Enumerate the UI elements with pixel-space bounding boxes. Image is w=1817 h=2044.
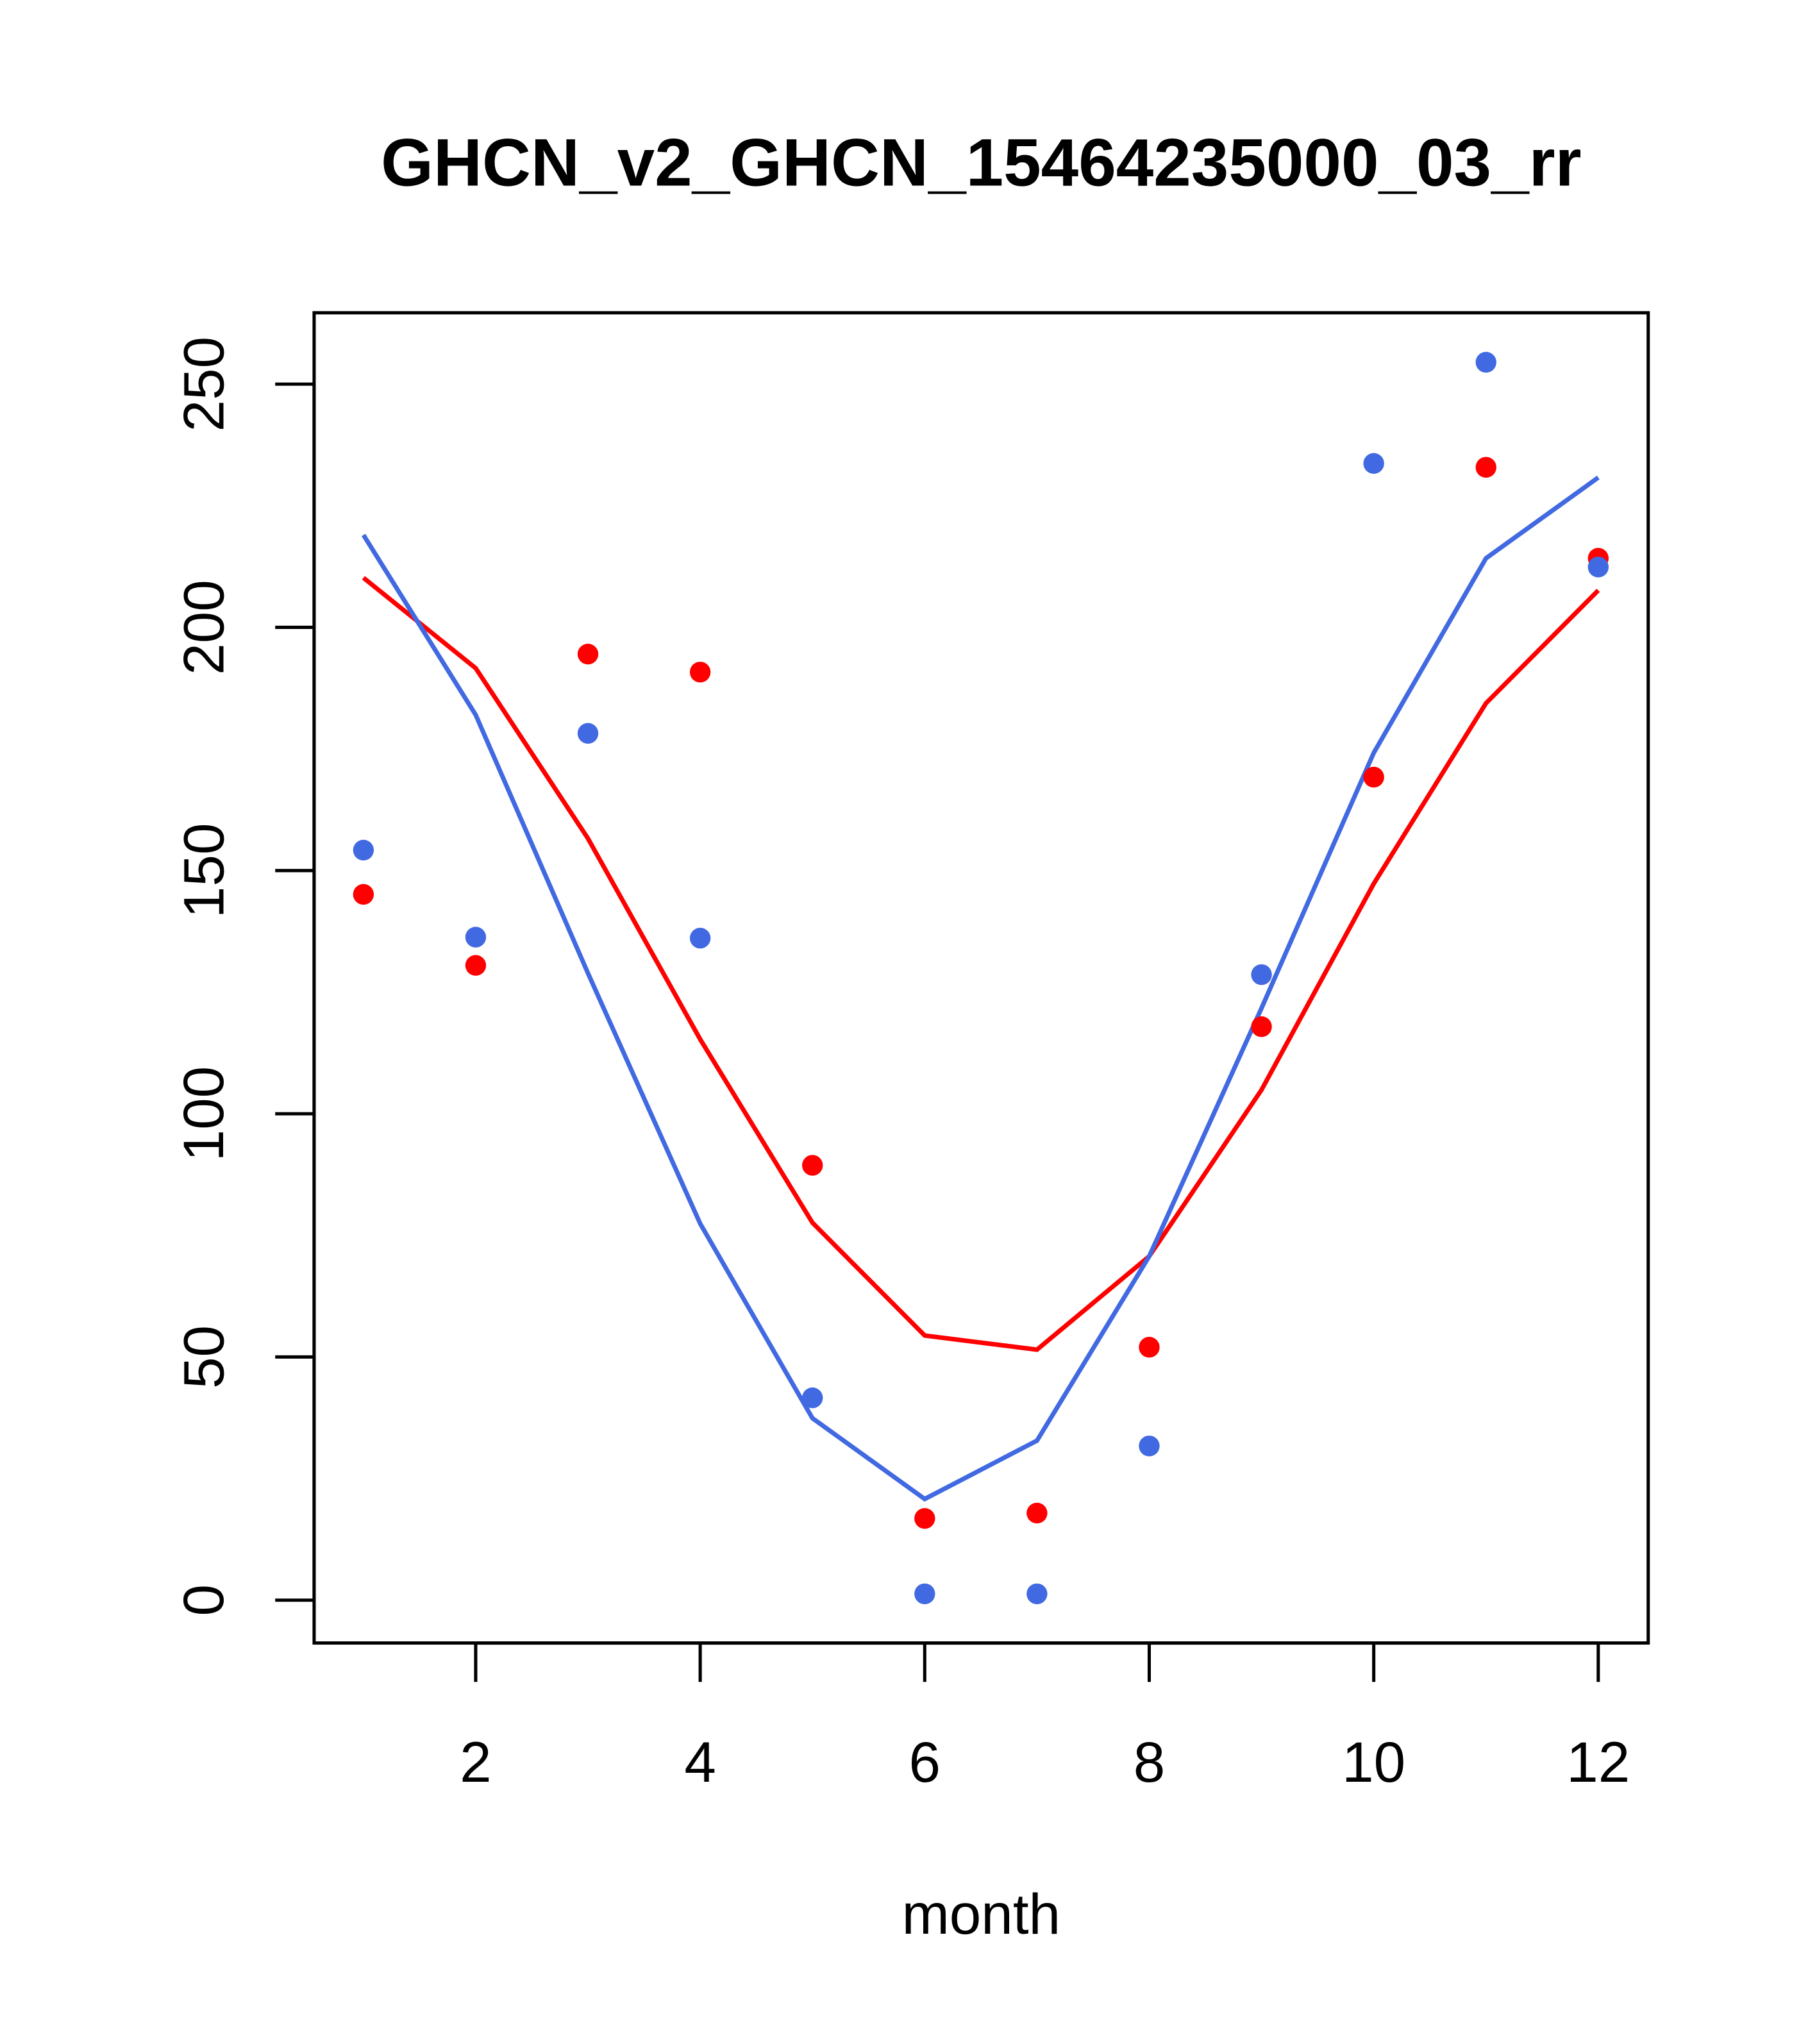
red-points-point [1139,1337,1160,1358]
y-tick-label: 150 [171,823,235,918]
blue-points-point [1251,964,1272,985]
blue-points-point [802,1387,823,1409]
y-tick-label: 0 [171,1584,235,1616]
red-points-point [577,643,599,665]
blue-points-point [1587,557,1609,578]
red-points-point [1475,457,1496,478]
chart-title: GHCN_v2_GHCN_15464235000_03_rr [381,125,1581,200]
blue-points-point [1139,1436,1160,1457]
x-tick-label: 2 [460,1730,492,1794]
x-tick-label: 10 [1342,1730,1405,1794]
red-points-point [914,1508,935,1529]
x-tick-label: 4 [684,1730,716,1794]
blue-points-point [1363,453,1384,474]
x-axis-label: month [902,1882,1061,1946]
red-points-point [802,1155,823,1176]
red-points-point [689,662,711,683]
blue-points-point [465,926,487,948]
series [353,351,1609,1605]
x-tick-label: 12 [1566,1730,1630,1794]
blue-points-point [577,723,599,744]
red-line [362,576,1600,1352]
blue-points-point [353,839,374,861]
y-tick-label: 50 [171,1325,235,1389]
blue-points-point [914,1583,935,1605]
axes: 2 4 6 8 10 12 0 50 100 150 200 250 [171,337,1630,1794]
blue-line [361,475,1600,1502]
red-points-point [353,884,374,905]
y-tick-label: 200 [171,580,235,675]
red-points-point [465,955,487,976]
blue-points-point [1026,1583,1048,1605]
red-points-point [1026,1502,1048,1524]
red-points-point [1251,1016,1272,1037]
x-tick-label: 8 [1134,1730,1166,1794]
y-tick-label: 250 [171,337,235,432]
plot-frame [312,311,1650,1645]
y-tick-label: 100 [171,1066,235,1162]
blue-points-point [1475,351,1496,373]
blue-points-point [689,928,711,949]
x-tick-label: 6 [909,1730,941,1794]
red-points-point [1363,766,1384,788]
